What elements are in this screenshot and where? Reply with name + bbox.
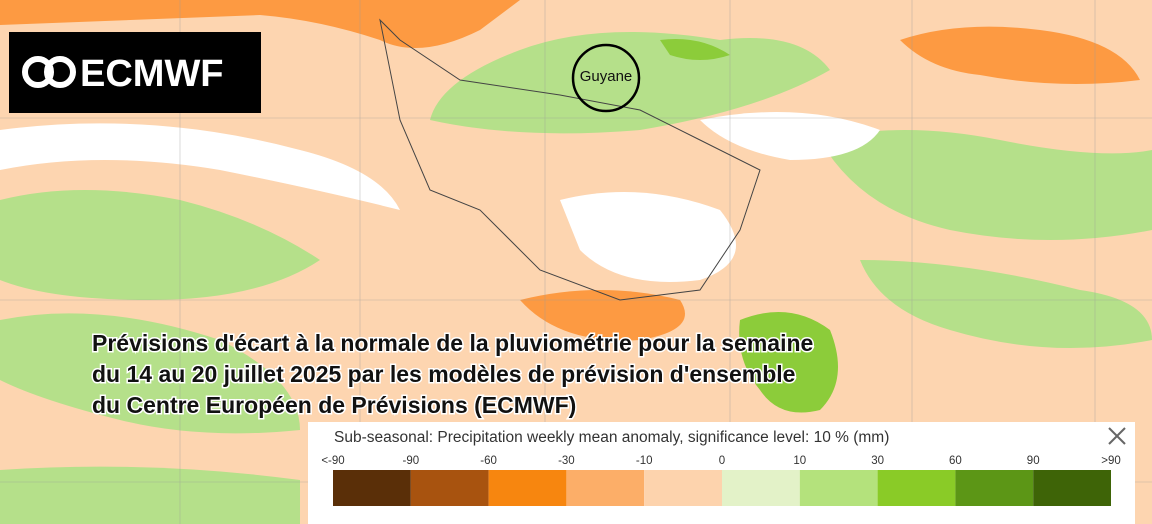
legend-swatch <box>1033 470 1111 506</box>
caption-line: Prévisions d'écart à la normale de la pl… <box>92 330 813 356</box>
caption-line: du Centre Européen de Prévisions (ECMWF) <box>92 392 576 418</box>
legend-swatch <box>410 470 489 506</box>
legend-label: -90 <box>402 455 419 467</box>
legend-swatch <box>955 470 1034 506</box>
legend-swatch <box>566 470 645 506</box>
marker-label: Guyane <box>580 68 633 85</box>
close-button[interactable] <box>1108 427 1126 445</box>
legend-swatch <box>333 470 411 506</box>
legend-label: <-90 <box>321 455 344 467</box>
legend-label: -10 <box>636 455 653 467</box>
coastline <box>379 18 761 301</box>
legend-label: 10 <box>793 455 806 467</box>
logo-text: ECMWF <box>80 53 224 95</box>
legend: <-90 -90 -60 -30 -10 0 10 30 60 90 >90 <box>321 455 1121 506</box>
legend-label: 30 <box>871 455 884 467</box>
legend-label: 90 <box>1027 455 1040 467</box>
logo-icon <box>22 56 76 88</box>
legend-label: -30 <box>558 455 575 467</box>
legend-swatch <box>488 470 567 506</box>
legend-swatch <box>877 470 956 506</box>
legend-label: >90 <box>1101 455 1121 467</box>
legend-title: Sub-seasonal: Precipitation weekly mean … <box>334 429 889 446</box>
legend-swatch <box>799 470 878 506</box>
legend-label: -60 <box>480 455 497 467</box>
legend-label: 0 <box>719 455 725 467</box>
marker-circle <box>571 43 641 113</box>
legend-swatch <box>722 470 800 506</box>
legend-label: 60 <box>949 455 962 467</box>
caption-line: du 14 au 20 juillet 2025 par les modèles… <box>92 361 795 387</box>
legend-swatch <box>644 470 722 506</box>
